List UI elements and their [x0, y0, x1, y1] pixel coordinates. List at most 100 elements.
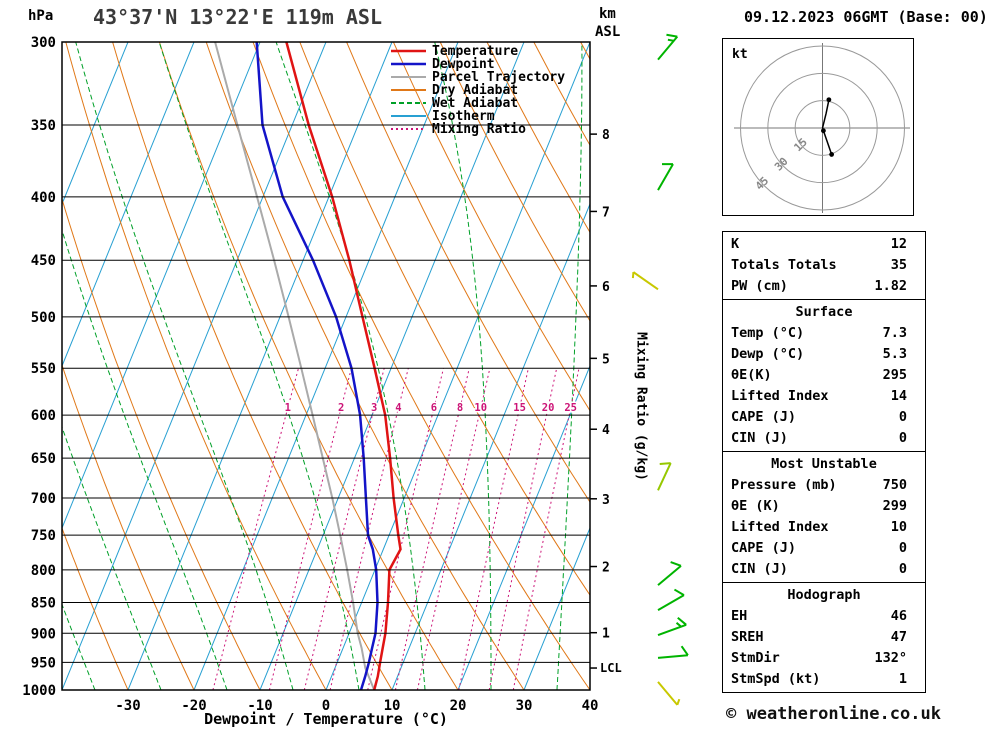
legend-label-dewpoint: Dewpoint	[432, 57, 495, 72]
stats-box-title: Most Unstable	[771, 456, 877, 472]
mixing-ratio-axis-label: Mixing Ratio (g/kg)	[633, 332, 649, 481]
stat-label: StmSpd (kt)	[731, 671, 821, 687]
pressure-tick-label: 350	[31, 118, 56, 134]
temperature-curve	[285, 42, 402, 690]
hodograph-ring-label: 15	[791, 136, 810, 155]
isotherm-line	[193, 42, 459, 690]
isotherm-line	[127, 42, 393, 690]
stat-label: CIN (J)	[731, 561, 788, 577]
temp-tick-label: 10	[384, 698, 401, 714]
stat-row: θE(K) 295	[723, 365, 925, 386]
pressure-tick-label: 450	[31, 253, 56, 269]
wind-barb	[657, 163, 674, 191]
wet-adiabat-line	[556, 42, 583, 690]
stats-box-surface: Surface Temp (°C) 7.3 Dewp (°C) 5.3 θE(K) 295 L…	[722, 299, 926, 452]
stat-row: StmSpd (kt) 1	[723, 669, 925, 690]
stat-value: 12	[890, 236, 907, 252]
mixing-ratio-line	[329, 368, 409, 690]
stat-label: K	[731, 236, 740, 252]
dry-adiabat-line	[533, 42, 590, 147]
pressure-tick-label: 600	[31, 408, 56, 424]
altitude-axis-ref-label: ASL	[595, 24, 621, 40]
stat-value: 0	[898, 409, 907, 425]
pressure-tick-label: 500	[31, 310, 56, 326]
stat-value: 0	[898, 540, 907, 556]
km-tick-label: 3	[602, 493, 610, 508]
stat-label: Lifted Index	[731, 388, 829, 404]
wind-barb	[657, 462, 672, 491]
stat-label: CAPE (J)	[731, 540, 797, 556]
stat-row: CAPE (J) 0	[723, 538, 925, 559]
parcel-trajectory-curve	[214, 42, 376, 690]
hodograph-dot	[821, 128, 826, 134]
x-axis-title: Dewpoint / Temperature (°C)	[204, 710, 448, 728]
mixing-ratio-line	[212, 368, 299, 690]
dry-adiabat-line	[486, 42, 590, 234]
isotherm-line	[62, 42, 129, 206]
stat-row: Dewp (°C) 5.3	[723, 344, 925, 365]
pressure-tick-label: 650	[31, 451, 56, 467]
hodograph-dot	[826, 97, 832, 103]
station-title: 43°37'N 13°22'E 119m ASL	[93, 5, 382, 29]
stats-panel: K 12 Totals Totals 35 PW (cm) 1.82 Surface Temp…	[722, 231, 926, 693]
pressure-tick-label: 700	[31, 491, 56, 507]
legend-label-temperature: Temperature	[432, 44, 518, 59]
km-tick-label: 8	[602, 128, 610, 143]
mixing-ratio-value-label: 1	[285, 402, 291, 414]
pressure-tick-label: 750	[31, 528, 56, 544]
mixing-ratio-value-label: 20	[542, 402, 555, 414]
wet-adiabat-line	[434, 42, 492, 690]
stat-label: θE(K)	[731, 367, 772, 383]
stat-label: EH	[731, 608, 748, 624]
stat-label: Pressure (mb)	[731, 477, 837, 493]
lcl-label: LCL	[600, 661, 622, 675]
mixing-ratio-line	[416, 368, 491, 690]
stat-value: 1.82	[874, 278, 907, 294]
isotherm-line	[62, 42, 327, 690]
date-title: 09.12.2023 06GMT (Base: 00)	[744, 8, 988, 26]
wet-adiabat-line	[0, 42, 29, 690]
stat-label: StmDir	[731, 650, 780, 666]
legend-label-mixing_ratio: Mixing Ratio	[432, 122, 526, 137]
stat-row: CIN (J) 0	[723, 428, 925, 449]
km-tick-label: 2	[602, 561, 610, 576]
copyright: © weatheronline.co.uk	[726, 704, 941, 724]
wind-barb	[631, 271, 659, 291]
stat-value: 46	[890, 608, 907, 624]
wet-adiabat-line	[158, 42, 360, 690]
stat-value: 10	[890, 519, 907, 535]
stats-box-most-unstable: Most Unstable Pressure (mb) 750 θE (K) 299 Li…	[722, 451, 926, 583]
stat-row: EH 46	[723, 606, 925, 627]
hodograph-dot	[829, 152, 835, 157]
wind-barb	[657, 616, 687, 637]
stat-value: 47	[890, 629, 907, 645]
mixing-ratio-line	[394, 368, 470, 690]
hodograph-ring	[794, 100, 851, 156]
mixing-ratio-value-label: 10	[474, 402, 487, 414]
mixing-ratio-line	[488, 368, 558, 690]
temp-tick-label: -10	[247, 698, 272, 714]
stat-value: 14	[890, 388, 907, 404]
stat-label: SREH	[731, 629, 764, 645]
mixing-ratio-line	[303, 368, 385, 690]
mixing-ratio-value-label: 6	[431, 402, 437, 414]
stat-value: 295	[882, 367, 907, 383]
stats-box-title: Hodograph	[787, 587, 861, 603]
legend-label-isotherm: Isotherm	[432, 109, 495, 124]
stats-box-title: Surface	[795, 304, 853, 320]
temp-tick-label: 0	[322, 698, 330, 714]
legend-label-wet_adiabat: Wet Adiabat	[432, 96, 518, 111]
stat-row: StmDir 132°	[723, 648, 925, 669]
mixing-ratio-value-label: 8	[457, 402, 463, 414]
stat-row: SREH 47	[723, 627, 925, 648]
pressure-tick-label: 400	[31, 190, 56, 206]
wind-barb	[657, 588, 685, 611]
dry-adiabat-line	[158, 42, 459, 690]
stat-row: CAPE (J) 0	[723, 407, 925, 428]
stats-box-indices: K 12 Totals Totals 35 PW (cm) 1.82	[722, 231, 926, 300]
km-tick-label: 5	[602, 352, 610, 367]
stat-row: K 12	[723, 234, 925, 255]
dry-adiabat-line	[62, 526, 129, 690]
mixing-ratio-value-label: 4	[395, 402, 401, 414]
stat-label: θE (K)	[731, 498, 780, 514]
